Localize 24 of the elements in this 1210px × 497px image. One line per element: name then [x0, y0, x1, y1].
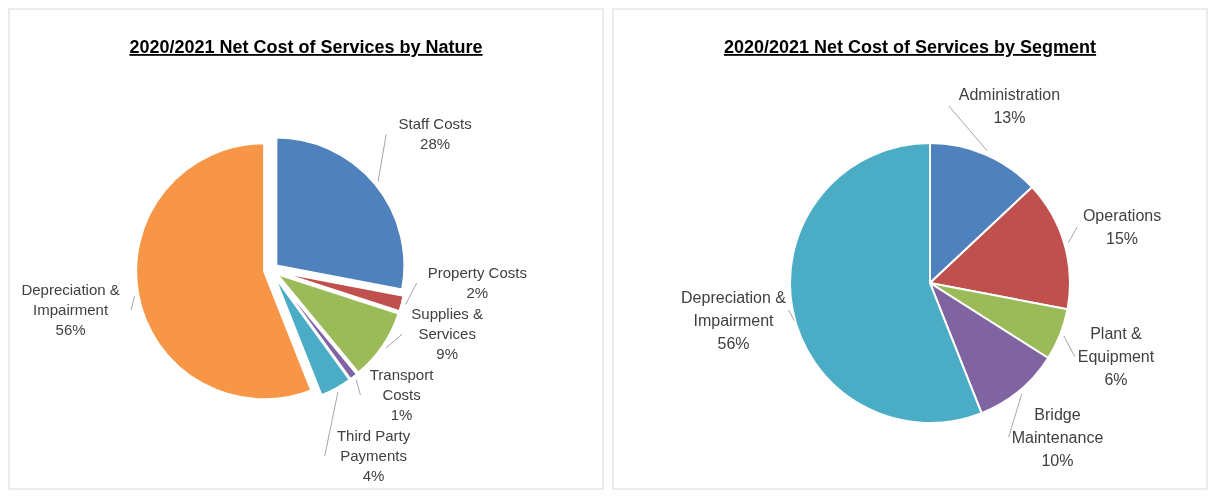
slice-label: Depreciation & Impairment [21, 280, 120, 318]
slice-label: Transport Costs [369, 366, 435, 403]
data-label: 56% [717, 335, 750, 353]
data-label: 13% [993, 109, 1026, 127]
chart-title: 2020/2021 Net Cost of Services by Segment [723, 37, 1097, 57]
data-label: 2% [466, 284, 489, 301]
slice-label: Property Costs [427, 264, 527, 281]
data-label: 1% [390, 406, 413, 423]
data-label: 10% [1041, 451, 1074, 469]
slice-label: Administration [958, 86, 1061, 104]
slice-label: Third Party Payments [336, 427, 411, 464]
slice-label: Operations [1082, 207, 1162, 225]
slice-label: Depreciation & Impairment [681, 289, 787, 330]
data-label: 4% [362, 467, 385, 484]
data-label: 9% [436, 345, 459, 362]
slice-label: Bridge Maintenance [1011, 405, 1104, 446]
data-label: 56% [55, 320, 86, 338]
slice-label: Plant & Equipment [1077, 325, 1155, 366]
slice-label: Supplies & Services [411, 305, 484, 342]
data-label: 15% [1106, 230, 1139, 248]
data-label: 6% [1104, 371, 1128, 389]
slice-label: Staff Costs [398, 115, 472, 133]
data-label: 28% [420, 135, 451, 153]
chart-title: 2020/2021 Net Cost of Services by Nature [129, 37, 483, 57]
